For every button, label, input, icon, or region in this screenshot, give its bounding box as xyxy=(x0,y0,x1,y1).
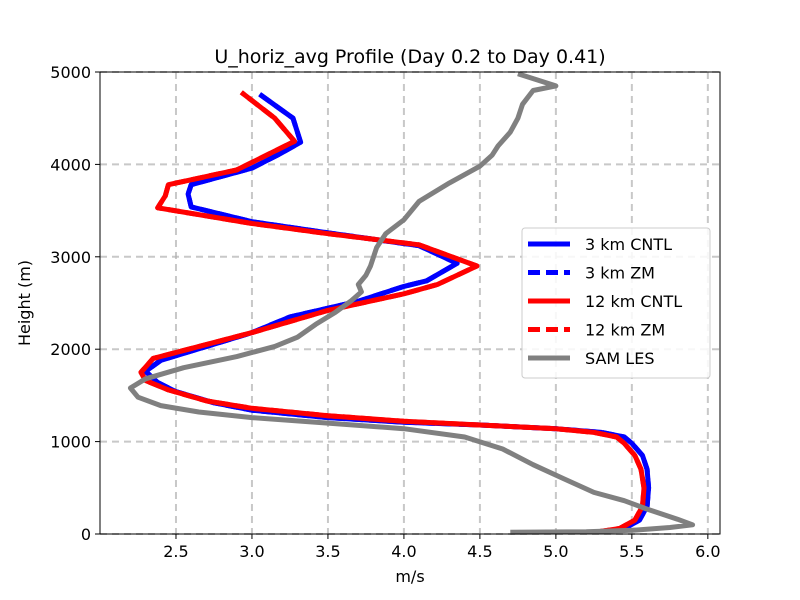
legend-label: 12 km CNTL xyxy=(585,292,682,311)
legend-label: 12 km ZM xyxy=(585,321,665,340)
x-tick-label: 6.0 xyxy=(695,542,720,561)
x-tick-label: 4.5 xyxy=(467,542,492,561)
series-line-sam-les xyxy=(127,71,696,535)
y-tick-label: 3000 xyxy=(50,248,91,267)
x-axis-label: m/s xyxy=(395,567,424,586)
series-line-12-km-zm xyxy=(138,90,647,535)
x-tick-label: 5.5 xyxy=(619,542,644,561)
legend-label: 3 km ZM xyxy=(585,264,655,283)
x-axis-ticks: 2.5 3.0 3.5 4.0 4.5 5.0 5.5 6.0 xyxy=(163,534,721,561)
legend-label: 3 km CNTL xyxy=(585,235,672,254)
legend-box xyxy=(521,227,711,379)
y-axis-label: Height (m) xyxy=(15,260,34,346)
x-tick-label: 5.0 xyxy=(543,542,568,561)
series-group xyxy=(127,71,696,535)
legend: 3 km CNTL 3 km ZM 12 km CNTL 12 km ZM SAM LE… xyxy=(521,227,711,379)
series-line-3-km-zm xyxy=(143,92,652,535)
y-axis-ticks: 0 1000 2000 3000 4000 5000 xyxy=(50,63,100,544)
x-tick-label: 2.5 xyxy=(163,542,188,561)
x-tick-label: 3.0 xyxy=(239,542,264,561)
y-tick-label: 4000 xyxy=(50,155,91,174)
chart-title: U_horiz_avg Profile (Day 0.2 to Day 0.41… xyxy=(214,46,605,68)
y-tick-label: 0 xyxy=(81,525,91,544)
legend-label: SAM LES xyxy=(585,349,654,368)
plot-frame xyxy=(99,71,721,535)
y-tick-label: 5000 xyxy=(50,63,91,82)
x-tick-label: 3.5 xyxy=(315,542,340,561)
x-tick-label: 4.0 xyxy=(391,542,416,561)
y-tick-label: 1000 xyxy=(50,433,91,452)
y-tick-label: 2000 xyxy=(50,340,91,359)
